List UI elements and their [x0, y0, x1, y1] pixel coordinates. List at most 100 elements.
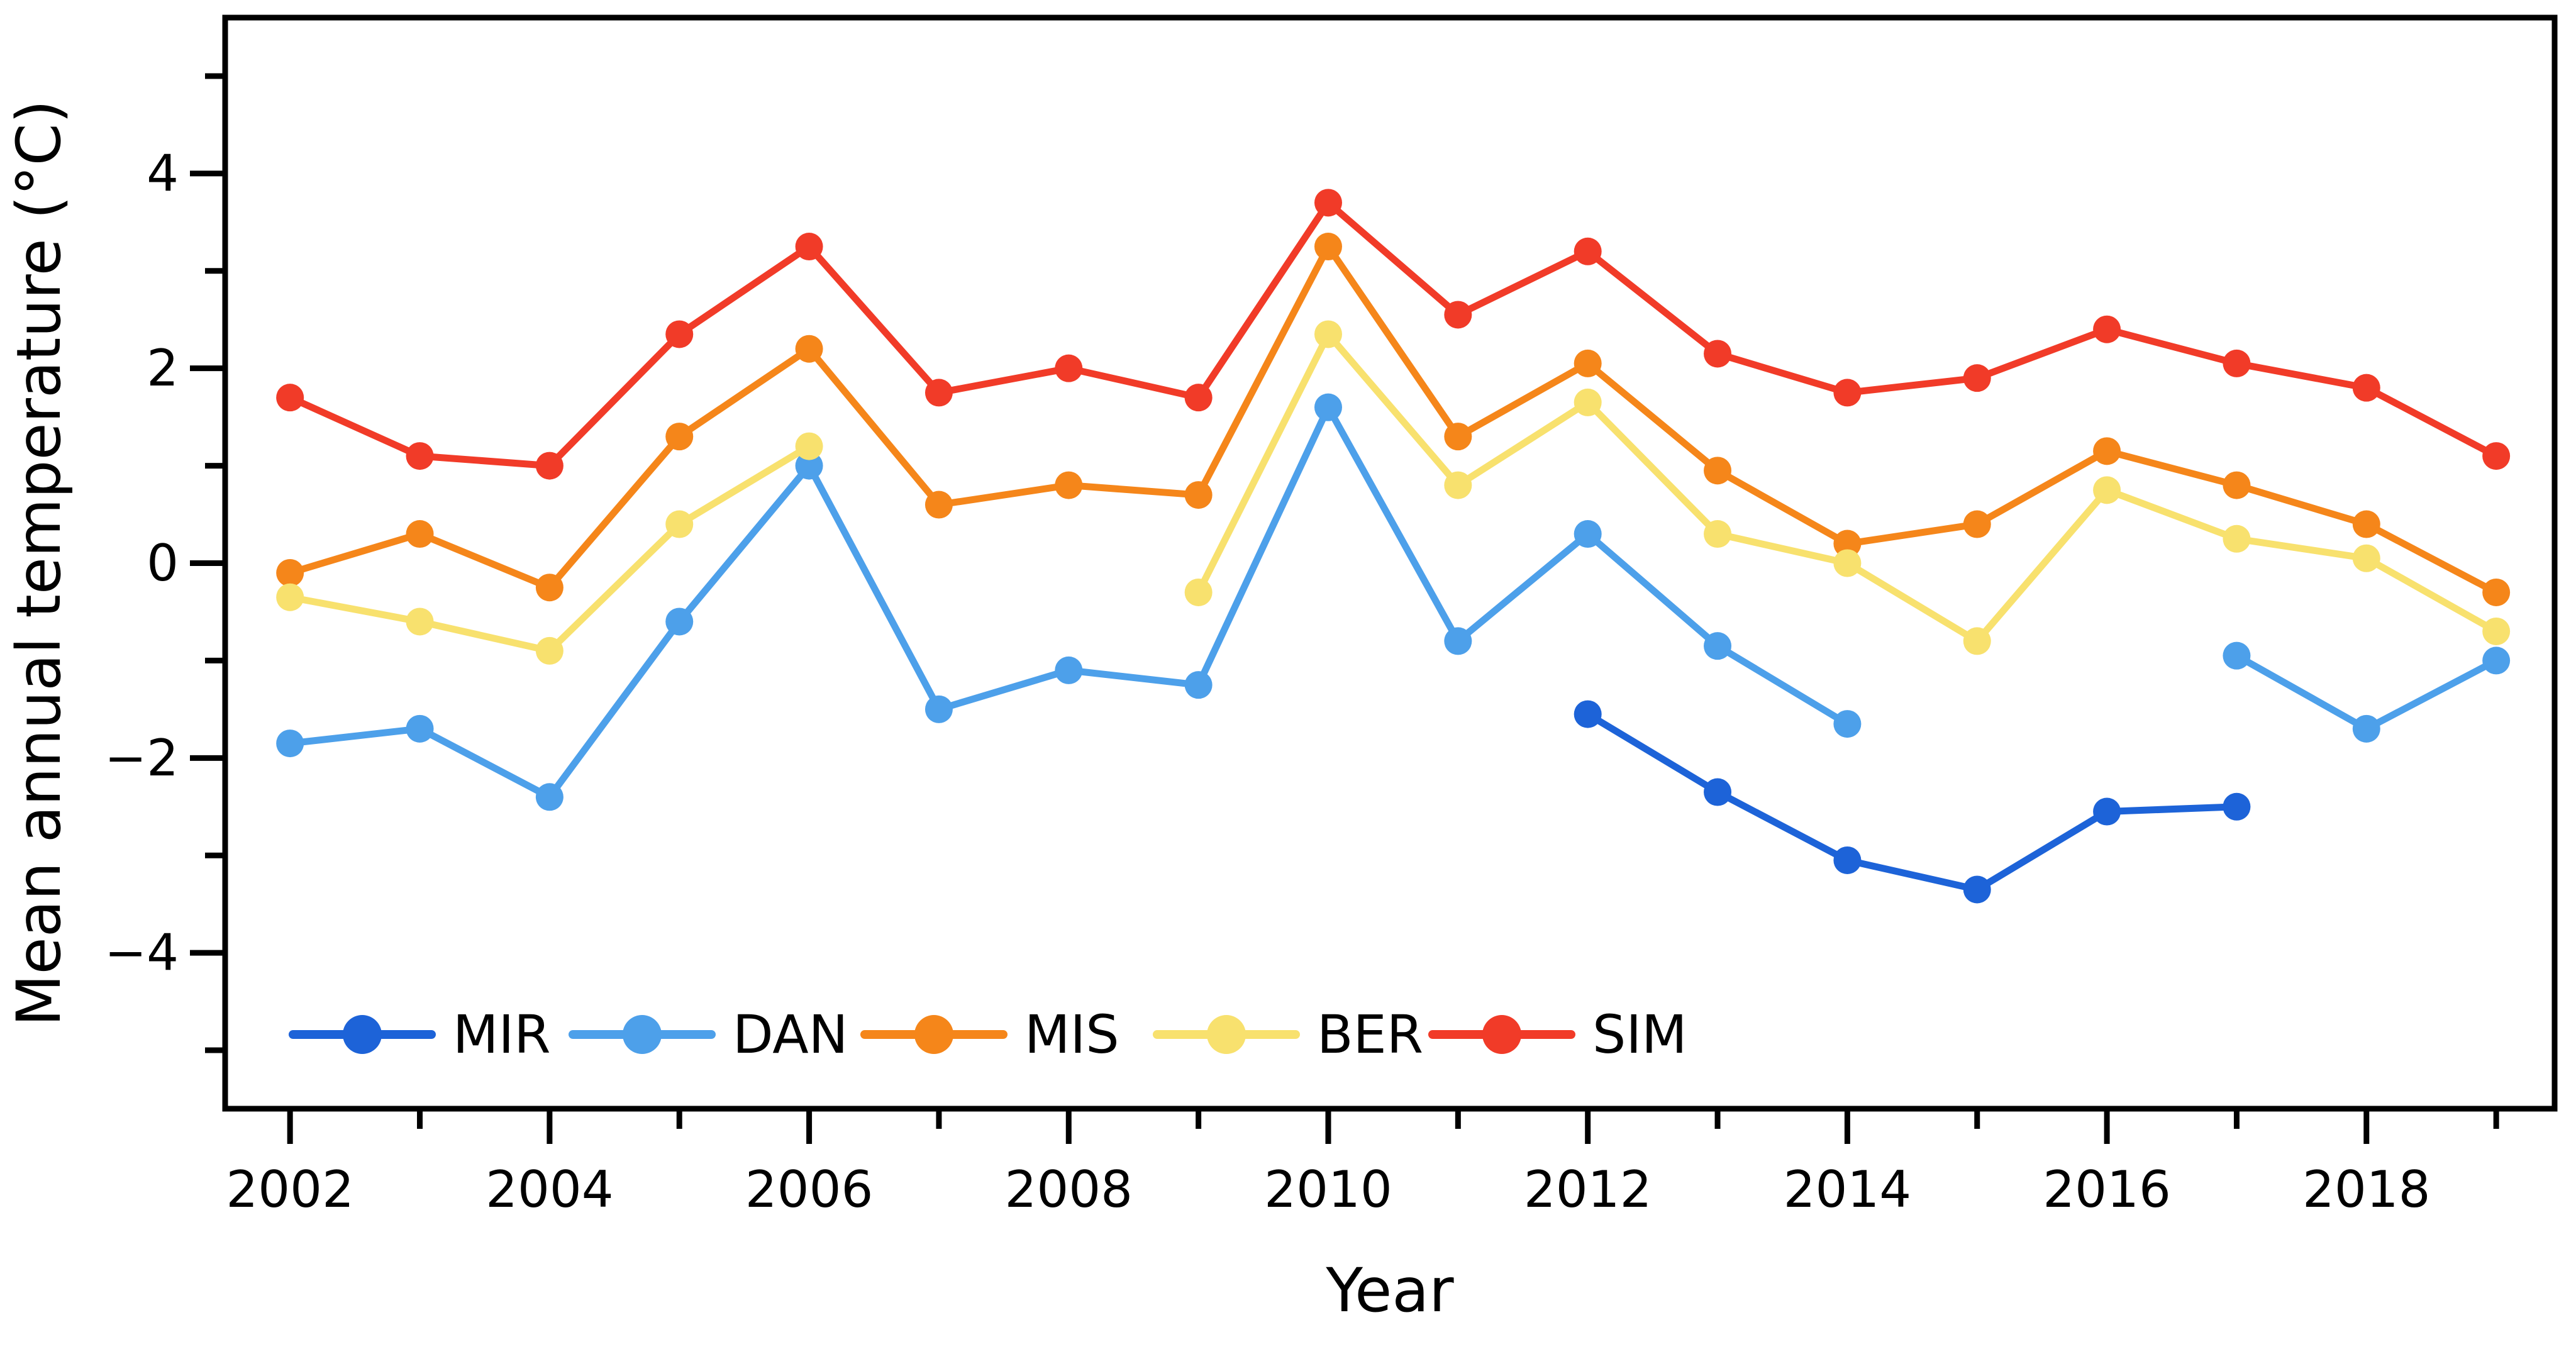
series-point-DAN-2014: [1833, 710, 1862, 738]
series-point-MIS-2008: [1055, 471, 1083, 499]
legend-label-MIS: MIS: [1024, 1004, 1119, 1065]
series-point-MIR-2014: [1833, 846, 1862, 874]
series-point-MIR-2017: [2223, 792, 2251, 821]
series-point-DAN-2007: [924, 695, 953, 723]
series-point-DAN-2010: [1314, 393, 1342, 421]
series-point-MIS-2016: [2093, 437, 2121, 465]
series-point-SIM-2014: [1833, 379, 1862, 407]
series-line-MIR: [1584, 711, 2240, 893]
series-point-MIR-2015: [1963, 875, 1991, 904]
series-point-MIS-2018: [2352, 510, 2380, 538]
series-point-DAN-2005: [665, 607, 694, 636]
series-point-MIS-2015: [1963, 510, 1991, 538]
series-point-MIS-2010: [1314, 233, 1342, 261]
series-point-DAN-2009: [1184, 671, 1213, 699]
series-point-SIM-2010: [1314, 189, 1342, 217]
series-point-MIS-2012: [1574, 349, 1602, 377]
series-point-SIM-2018: [2352, 374, 2380, 402]
legend-swatch-dot-MIS: [914, 1015, 953, 1054]
series-point-MIS-2007: [924, 491, 953, 519]
x-tick-label: 2014: [1784, 1160, 1912, 1219]
series-point-BER-2003: [406, 607, 434, 636]
series-point-MIS-2003: [406, 520, 434, 548]
y-tick-label: 4: [147, 144, 179, 202]
legend-swatch-dot-SIM: [1482, 1015, 1521, 1054]
series-point-MIS-2013: [1704, 457, 1732, 485]
series-point-BER-2013: [1704, 520, 1732, 548]
series-point-SIM-2011: [1444, 301, 1472, 329]
series-point-MIS-2006: [795, 335, 823, 363]
series-point-DAN-2017: [2223, 641, 2251, 670]
series-point-MIS-2004: [535, 574, 564, 602]
series-point-SIM-2009: [1184, 384, 1213, 412]
x-tick-label: 2006: [745, 1160, 874, 1219]
series-line-MIS: [286, 243, 2500, 596]
legend-swatch-dot-DAN: [623, 1015, 662, 1054]
series-point-SIM-2002: [276, 384, 304, 412]
series-point-MIS-2014: [1833, 530, 1862, 558]
legend-label-MIR: MIR: [453, 1004, 551, 1065]
series-point-SIM-2005: [665, 320, 694, 348]
series-point-SIM-2015: [1963, 364, 1991, 392]
y-axis-title: Mean annual temperature (°C): [4, 100, 74, 1026]
series-point-BER-2018: [2352, 544, 2380, 572]
series-point-DAN-2006: [795, 452, 823, 480]
series-point-MIS-2019: [2482, 578, 2511, 606]
legend-label-SIM: SIM: [1592, 1004, 1687, 1065]
series-point-BER-2010: [1314, 320, 1342, 348]
series-point-MIS-2005: [665, 423, 694, 451]
series-point-MIS-2009: [1184, 481, 1213, 509]
series-point-MIS-2011: [1444, 423, 1472, 451]
series-point-DAN-2002: [276, 729, 304, 758]
series-point-DAN-2012: [1574, 520, 1602, 548]
y-tick-label: −4: [104, 924, 179, 982]
series-point-DAN-2011: [1444, 627, 1472, 655]
y-tick-label: 2: [147, 339, 179, 397]
series-point-MIR-2012: [1574, 700, 1602, 728]
series-line-SIM: [286, 199, 2500, 470]
legend-label-BER: BER: [1317, 1004, 1423, 1065]
series-point-BER-2019: [2482, 617, 2511, 645]
series-point-SIM-2004: [535, 452, 564, 480]
series-point-SIM-2006: [795, 233, 823, 261]
series-point-DAN-2004: [535, 783, 564, 811]
series-point-BER-2002: [276, 583, 304, 611]
series-point-DAN-2018: [2352, 714, 2380, 743]
series-point-DAN-2003: [406, 714, 434, 743]
series-point-MIR-2013: [1704, 778, 1732, 806]
x-tick-label: 2012: [1524, 1160, 1652, 1219]
series-point-DAN-2008: [1055, 656, 1083, 684]
series-point-SIM-2019: [2482, 442, 2511, 470]
series-point-BER-2009: [1184, 578, 1213, 606]
series-point-SIM-2017: [2223, 349, 2251, 377]
series-point-SIM-2008: [1055, 354, 1083, 382]
series-point-MIR-2016: [2093, 797, 2121, 826]
legend-swatch-dot-MIR: [343, 1015, 382, 1054]
series-point-BER-2011: [1444, 471, 1472, 499]
x-tick-label: 2016: [2043, 1160, 2171, 1219]
x-axis-title: Year: [1325, 1255, 1454, 1326]
series-point-SIM-2013: [1704, 340, 1732, 368]
y-tick-label: −2: [104, 729, 179, 787]
series-point-SIM-2016: [2093, 315, 2121, 343]
series-point-SIM-2012: [1574, 237, 1602, 265]
series-point-BER-2017: [2223, 524, 2251, 553]
x-tick-label: 2010: [1264, 1160, 1392, 1219]
legend-swatch-dot-BER: [1207, 1015, 1246, 1054]
y-tick-label: 0: [147, 534, 179, 592]
series-point-DAN-2019: [2482, 646, 2511, 675]
series-point-MIS-2017: [2223, 471, 2251, 499]
series-point-MIS-2002: [276, 558, 304, 587]
x-tick-label: 2004: [486, 1160, 614, 1219]
series-point-BER-2006: [795, 432, 823, 460]
series-point-SIM-2007: [924, 379, 953, 407]
series-point-BER-2016: [2093, 476, 2121, 504]
x-tick-label: 2018: [2302, 1160, 2431, 1219]
series-point-SIM-2003: [406, 442, 434, 470]
legend-label-DAN: DAN: [733, 1004, 848, 1065]
series-point-BER-2014: [1833, 549, 1862, 577]
series-point-DAN-2013: [1704, 632, 1732, 660]
x-tick-label: 2008: [1004, 1160, 1133, 1219]
